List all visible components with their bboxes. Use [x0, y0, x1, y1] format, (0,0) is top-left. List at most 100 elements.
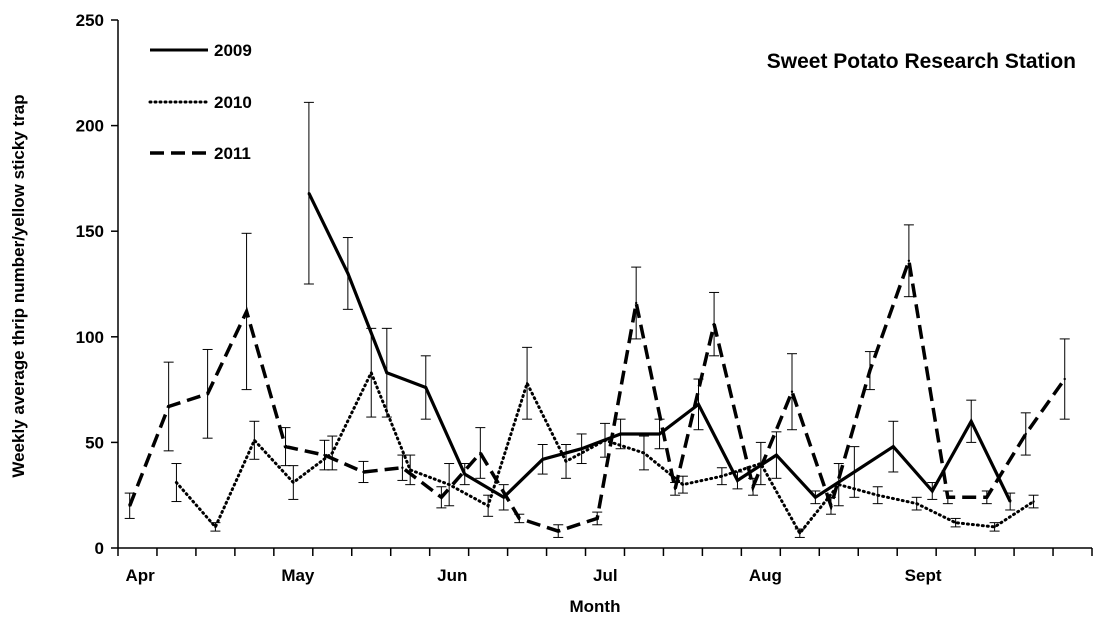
- data-point-2009: [619, 432, 622, 436]
- data-point-2010: [642, 451, 646, 455]
- x-tick-label-jun: Jun: [437, 566, 467, 585]
- data-point-2011: [907, 259, 911, 262]
- line-2011: [128, 260, 1067, 533]
- data-point-2011: [206, 392, 209, 396]
- data-point-2011: [128, 504, 131, 507]
- data-point-2011: [557, 529, 560, 533]
- data-point-2011: [245, 310, 248, 313]
- data-point-2011: [284, 445, 287, 448]
- x-axis-title: Month: [570, 597, 621, 616]
- data-point-2010: [214, 525, 217, 529]
- y-ticks: 0 50 100 150 200 250: [76, 11, 118, 558]
- x-tick-label-aug: Aug: [749, 566, 782, 585]
- series-2010: [171, 327, 1039, 538]
- data-point-2011: [634, 301, 638, 305]
- data-point-2010: [603, 439, 607, 442]
- data-point-2010: [1032, 500, 1035, 503]
- error-bars-2011: [124, 224, 1070, 538]
- data-point-2011: [401, 466, 404, 469]
- legend-item-2009: 2009: [150, 41, 252, 60]
- y-tick-label-250: 250: [76, 11, 104, 30]
- legend-label-2011: 2011: [214, 144, 251, 163]
- data-point-2009: [385, 371, 389, 374]
- data-point-2011: [790, 390, 794, 393]
- data-point-2010: [447, 483, 451, 486]
- data-point-2009: [697, 403, 700, 406]
- data-point-2011: [673, 487, 677, 491]
- x-tick-label-apr: Apr: [125, 566, 155, 585]
- y-tick-label-200: 200: [76, 117, 104, 136]
- data-point-2011: [479, 451, 482, 455]
- series-layer: [124, 101, 1070, 538]
- data-point-2010: [720, 474, 724, 478]
- data-point-2009: [541, 458, 544, 461]
- y-tick-label-100: 100: [76, 328, 104, 347]
- data-point-2010: [525, 382, 529, 385]
- data-point-2011: [712, 322, 716, 326]
- data-point-2011: [868, 369, 872, 372]
- data-point-2011: [985, 496, 989, 499]
- data-point-2010: [331, 451, 334, 455]
- data-point-2011: [596, 517, 599, 520]
- data-point-2009: [1008, 500, 1012, 503]
- data-point-2011: [751, 485, 755, 488]
- data-point-2010: [954, 521, 957, 524]
- data-point-2009: [658, 432, 661, 436]
- data-point-2011: [323, 453, 326, 457]
- data-point-2009: [736, 479, 739, 482]
- legend-item-2011: 2011: [150, 144, 251, 163]
- data-point-2009: [853, 470, 856, 474]
- data-point-2009: [307, 191, 311, 195]
- legend-item-2010: 2010: [148, 93, 252, 112]
- axes: [117, 20, 1092, 549]
- x-tick-label-sept: Sept: [905, 566, 942, 585]
- data-point-2009: [580, 447, 583, 450]
- error-bars-2010: [171, 327, 1039, 538]
- data-point-2010: [837, 483, 840, 486]
- data-point-2010: [486, 504, 490, 507]
- data-point-2010: [409, 468, 412, 472]
- data-point-2011: [362, 470, 365, 474]
- chart-title: Sweet Potato Research Station: [767, 50, 1076, 73]
- data-point-2009: [892, 445, 895, 448]
- x-ticks: Apr May Jun Jul Aug Sept: [117, 548, 1093, 585]
- data-point-2010: [292, 481, 295, 484]
- data-point-2009: [346, 272, 350, 275]
- series-2009: [303, 101, 1016, 511]
- data-point-2010: [681, 483, 685, 486]
- x-tick-label-may: May: [281, 566, 315, 585]
- data-point-2010: [564, 460, 568, 463]
- data-point-2011: [440, 496, 443, 499]
- legend: 2009 2010 2011: [148, 41, 252, 163]
- data-point-2009: [931, 489, 934, 493]
- series-2011: [124, 224, 1070, 538]
- data-point-2009: [970, 420, 973, 423]
- data-point-2010: [253, 439, 256, 442]
- data-point-2011: [1024, 432, 1027, 436]
- data-point-2009: [502, 496, 505, 499]
- data-point-2011: [167, 405, 170, 408]
- data-point-2009: [463, 472, 466, 476]
- x-tick-label-jul: Jul: [593, 566, 618, 585]
- data-point-2009: [814, 496, 817, 499]
- legend-label-2010: 2010: [214, 93, 252, 112]
- data-point-2009: [424, 386, 427, 389]
- y-tick-label-0: 0: [95, 539, 104, 558]
- data-point-2010: [915, 502, 918, 505]
- data-point-2010: [876, 494, 879, 497]
- data-point-2010: [798, 532, 801, 535]
- data-point-2011: [829, 504, 833, 507]
- data-point-2009: [775, 453, 778, 457]
- y-tick-label-150: 150: [76, 222, 104, 241]
- data-point-2010: [175, 481, 178, 484]
- y-axis-title: Weekly average thrip number/yellow stick…: [9, 94, 28, 477]
- data-point-2011: [1063, 377, 1066, 381]
- data-point-2010: [370, 371, 373, 374]
- y-tick-label-50: 50: [85, 433, 104, 452]
- data-point-2011: [946, 496, 950, 499]
- data-point-2011: [518, 517, 521, 520]
- data-point-2010: [993, 525, 996, 529]
- error-bars-2009: [303, 101, 1016, 511]
- legend-label-2009: 2009: [214, 41, 252, 60]
